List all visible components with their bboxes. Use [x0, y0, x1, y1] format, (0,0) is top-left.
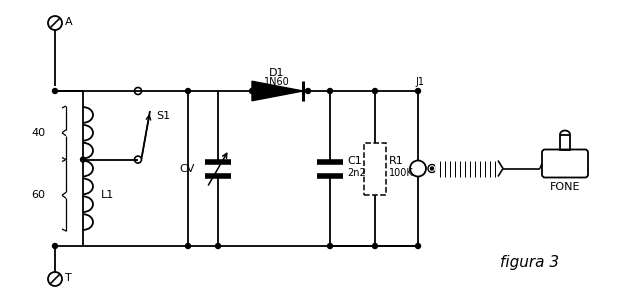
Text: figura 3: figura 3: [501, 256, 560, 271]
Text: 40: 40: [31, 128, 45, 138]
Circle shape: [415, 88, 420, 94]
Circle shape: [185, 88, 191, 94]
Circle shape: [306, 88, 311, 94]
Text: C1: C1: [347, 156, 361, 166]
Bar: [560, 135, 570, 150]
Circle shape: [185, 244, 191, 249]
Text: L1: L1: [101, 190, 114, 200]
Text: R1: R1: [389, 156, 404, 166]
Circle shape: [372, 244, 377, 249]
Circle shape: [327, 244, 332, 249]
Text: CV: CV: [179, 163, 195, 173]
Text: D1: D1: [269, 68, 285, 78]
Circle shape: [327, 88, 332, 94]
Text: 2n2: 2n2: [347, 167, 366, 178]
Circle shape: [80, 157, 85, 162]
Circle shape: [415, 244, 420, 249]
Polygon shape: [252, 81, 303, 101]
Text: 1N60: 1N60: [264, 77, 290, 87]
Text: 100K: 100K: [389, 169, 414, 178]
Circle shape: [53, 244, 58, 249]
Text: 60: 60: [31, 190, 45, 200]
Bar: [364, 142, 386, 194]
Text: FONE: FONE: [549, 182, 580, 191]
Circle shape: [215, 244, 220, 249]
Text: S1: S1: [156, 111, 170, 121]
Bar: [436, 160, 498, 176]
Circle shape: [372, 88, 377, 94]
Text: J1: J1: [415, 77, 425, 87]
Circle shape: [430, 167, 434, 170]
Circle shape: [249, 88, 254, 94]
Text: T: T: [65, 273, 72, 283]
Circle shape: [53, 88, 58, 94]
Text: A: A: [65, 17, 73, 27]
